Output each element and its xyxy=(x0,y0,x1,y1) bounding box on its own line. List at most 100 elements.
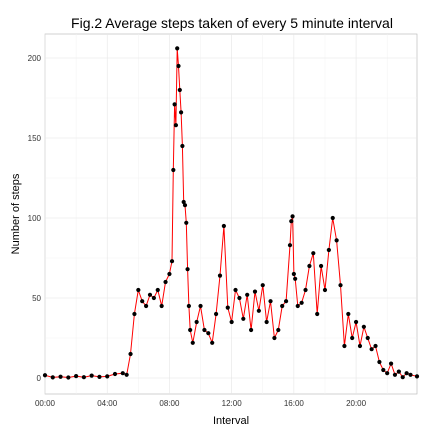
data-point xyxy=(396,369,401,374)
data-point xyxy=(307,263,312,269)
data-point xyxy=(171,167,176,173)
data-point xyxy=(58,374,63,379)
data-point xyxy=(89,373,94,378)
data-point xyxy=(404,371,409,376)
data-point xyxy=(303,287,308,293)
data-point xyxy=(186,303,191,309)
data-point xyxy=(350,335,355,341)
data-point xyxy=(289,219,294,224)
data-point xyxy=(155,287,160,293)
data-point xyxy=(202,327,207,333)
data-point xyxy=(217,273,223,278)
data-point xyxy=(295,303,300,309)
data-point xyxy=(377,359,382,365)
data-point xyxy=(369,347,374,352)
data-point xyxy=(280,303,285,309)
data-point xyxy=(233,287,238,293)
data-point xyxy=(128,351,133,357)
data-point xyxy=(353,319,359,325)
data-point xyxy=(221,223,226,229)
y-tick-label: 0 xyxy=(37,374,42,383)
data-point xyxy=(185,267,190,272)
data-point xyxy=(342,343,347,349)
data-point xyxy=(74,373,79,379)
data-point xyxy=(260,283,265,288)
data-point xyxy=(291,271,296,277)
data-point xyxy=(334,238,339,243)
data-point xyxy=(268,299,273,304)
data-point xyxy=(229,319,234,325)
data-point xyxy=(276,327,281,333)
data-point xyxy=(315,311,320,317)
data-point xyxy=(144,303,149,309)
data-point xyxy=(252,289,258,294)
data-point xyxy=(338,283,343,288)
data-point xyxy=(264,319,269,325)
data-point xyxy=(357,343,363,349)
data-point xyxy=(182,203,188,208)
data-point xyxy=(175,46,180,51)
data-point xyxy=(50,375,55,380)
data-point xyxy=(392,372,398,377)
data-point xyxy=(311,251,316,256)
x-tick-label: 20:00 xyxy=(346,399,367,408)
data-point xyxy=(124,372,129,377)
data-point xyxy=(213,311,219,317)
data-point xyxy=(147,292,153,297)
data-point xyxy=(42,373,48,378)
data-point xyxy=(318,263,324,269)
data-point xyxy=(172,102,177,107)
data-point xyxy=(322,287,328,293)
data-point xyxy=(198,303,203,309)
data-point xyxy=(66,375,71,380)
grid-lines xyxy=(44,34,417,394)
data-point xyxy=(225,305,230,310)
data-point xyxy=(177,87,182,93)
data-point xyxy=(248,327,254,333)
data-point xyxy=(293,276,298,281)
data-point xyxy=(194,319,199,325)
data-point xyxy=(188,327,193,333)
tick-labels: 00:00 04:00 08:00 12:00 16:00 20:00 0 50 100 150 2… xyxy=(28,54,367,408)
data-point xyxy=(400,375,405,380)
data-point xyxy=(173,123,179,128)
data-point xyxy=(132,311,137,317)
data-point xyxy=(365,335,370,341)
data-point xyxy=(151,295,156,301)
data-point xyxy=(169,259,175,264)
y-tick-label: 50 xyxy=(32,294,41,303)
data-point xyxy=(361,324,366,329)
series-steps xyxy=(42,46,420,380)
x-tick-label: 08:00 xyxy=(159,399,180,408)
data-point xyxy=(206,331,211,336)
data-point xyxy=(210,340,215,345)
data-point xyxy=(81,375,86,380)
data-point xyxy=(237,295,242,301)
data-point xyxy=(388,361,394,366)
data-point xyxy=(178,110,184,115)
data-point xyxy=(385,371,390,376)
y-tick-label: 150 xyxy=(28,134,42,143)
x-tick-label: 04:00 xyxy=(97,399,118,408)
data-point xyxy=(112,371,118,377)
x-tick-label: 12:00 xyxy=(222,399,243,408)
y-tick-label: 200 xyxy=(28,54,42,63)
data-point xyxy=(136,287,141,293)
data-point xyxy=(120,371,125,376)
data-point xyxy=(290,214,295,219)
data-point xyxy=(381,367,386,373)
data-point xyxy=(346,311,351,317)
y-tick-label: 100 xyxy=(28,214,42,223)
data-point xyxy=(408,372,413,377)
data-point xyxy=(241,316,246,321)
data-point xyxy=(159,303,164,309)
data-point xyxy=(180,143,185,149)
data-point xyxy=(163,279,168,285)
data-point xyxy=(105,374,110,379)
data-point xyxy=(97,374,102,379)
data-point xyxy=(414,374,420,379)
data-point xyxy=(181,199,186,205)
chart-title: Fig.2 Average steps taken of every 5 min… xyxy=(71,15,393,31)
data-point xyxy=(176,63,181,69)
